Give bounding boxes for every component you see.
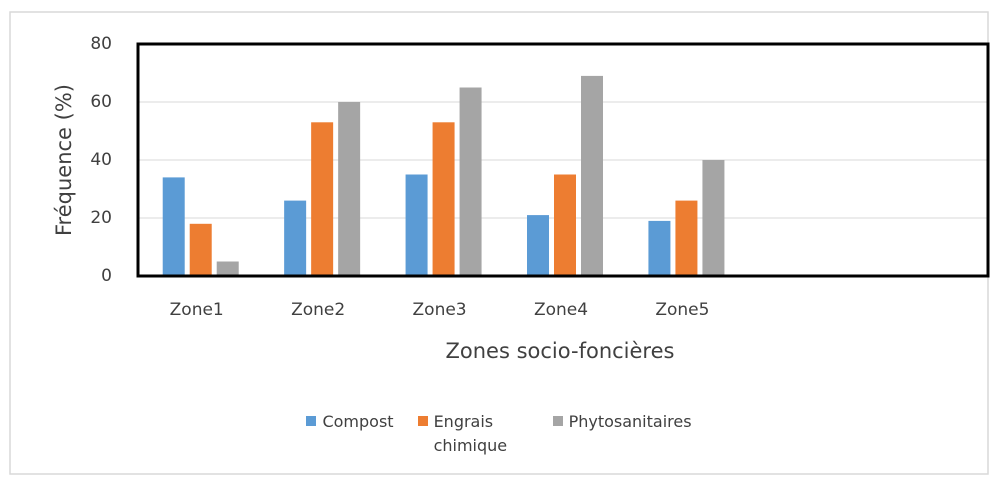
legend-swatch	[306, 416, 317, 426]
bar	[162, 177, 185, 276]
bar	[216, 261, 239, 276]
y-tick-label: 0	[101, 266, 112, 286]
x-tick-label: Zone2	[291, 300, 345, 320]
legend-item: Engrais chimique	[417, 410, 529, 458]
bar	[284, 200, 307, 276]
legend: Compost Engrais chimique Phytosanitaires	[0, 410, 998, 458]
bar	[527, 215, 549, 276]
bar	[189, 223, 212, 276]
bar	[405, 174, 428, 276]
x-tick-label: Zone4	[534, 300, 588, 320]
x-axis-title: Zones socio-foncières	[446, 339, 675, 363]
y-axis-title: Fréquence (%)	[52, 84, 76, 236]
y-tick-label: 40	[90, 150, 112, 170]
x-tick-label: Zone3	[413, 300, 467, 320]
x-tick-label: Zone5	[655, 300, 709, 320]
legend-item: Phytosanitaires	[552, 410, 692, 458]
bar	[338, 102, 361, 276]
bar	[432, 122, 455, 276]
legend-swatch	[417, 416, 428, 426]
y-tick-label: 80	[90, 34, 112, 54]
bar	[554, 174, 576, 276]
chart-frame	[9, 11, 989, 475]
bar	[581, 75, 603, 277]
plot-frame	[136, 42, 990, 278]
legend-item: Compost	[306, 410, 394, 458]
bar	[648, 220, 671, 276]
y-tick-label: 60	[90, 92, 112, 112]
legend-label: Phytosanitaires	[568, 412, 692, 431]
bar	[311, 122, 334, 276]
bar	[675, 200, 698, 276]
legend-label: Engrais chimique	[433, 412, 508, 455]
x-tick-label: Zone1	[170, 300, 224, 320]
bar	[459, 87, 482, 276]
legend-label: Compost	[322, 412, 394, 431]
y-tick-label: 20	[90, 208, 112, 228]
legend-swatch	[552, 416, 563, 426]
bar	[702, 160, 725, 276]
